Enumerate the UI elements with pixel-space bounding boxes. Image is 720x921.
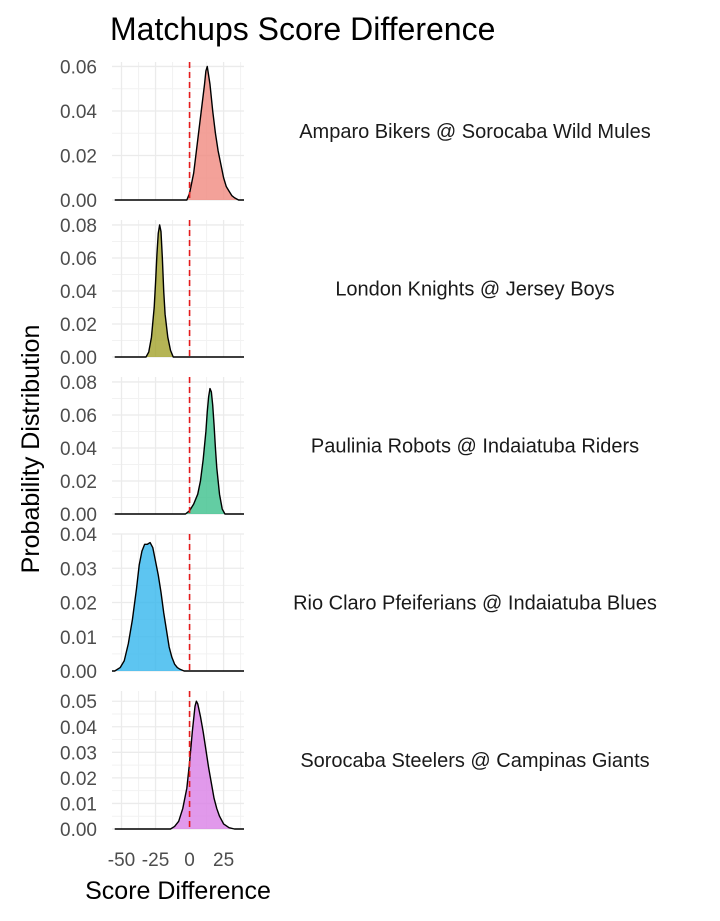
y-tick-label: 0.00: [60, 820, 97, 841]
x-tick-label: 25: [213, 850, 234, 871]
y-tick-label: 0.05: [60, 692, 97, 713]
y-tick-label: 0.06: [60, 249, 97, 270]
y-tick-label: 0.08: [60, 216, 97, 237]
y-tick-label: 0.02: [60, 315, 97, 336]
y-tick-label: 0.01: [60, 628, 97, 649]
panels: 0.00 0.02 0.04 0.06 Amparo Bikers @ Sorocaba…: [60, 57, 657, 841]
y-tick-label: 0.03: [60, 559, 97, 580]
y-tick-label: 0.04: [60, 282, 97, 303]
panel-label: London Knights @ Jersey Boys: [335, 279, 614, 301]
panel-label: Paulinia Robots @ Indaiatuba Riders: [311, 436, 639, 458]
density-area: [112, 541, 244, 672]
panel-label: Amparo Bikers @ Sorocaba Wild Mules: [299, 121, 651, 143]
y-tick-label: 0.00: [60, 662, 97, 683]
density-area: [114, 700, 244, 830]
y-tick-label: 0.02: [60, 146, 97, 167]
density-area: [114, 387, 244, 515]
y-tick-label: 0.02: [60, 594, 97, 615]
y-tick-label: 0.04: [60, 525, 97, 546]
y-tick-label: 0.06: [60, 406, 97, 427]
y-tick-label: 0.00: [60, 348, 97, 369]
y-tick-label: 0.04: [60, 102, 97, 123]
panel-4: 0.00 0.01 0.02 0.03 0.04 Rio Claro Pfeiferian…: [60, 525, 657, 683]
panel-1: 0.00 0.02 0.04 0.06 Amparo Bikers @ Sorocaba…: [60, 57, 651, 212]
y-tick-label: 0.00: [60, 191, 97, 212]
y-tick-label: 0.06: [60, 57, 97, 78]
panel-5: 0.00 0.01 0.02 0.03 0.04 0.05 Sorocaba Steeler…: [60, 691, 650, 841]
x-axis-title: Score Difference: [85, 877, 271, 905]
y-tick-label: 0.04: [60, 439, 97, 460]
y-tick-label: 0.04: [60, 718, 97, 739]
y-tick-label: 0.02: [60, 769, 97, 790]
x-tick-label: -50: [108, 850, 135, 871]
panel-label: Rio Claro Pfeiferians @ Indaiatuba Blues: [293, 593, 657, 615]
y-tick-label: 0.02: [60, 472, 97, 493]
panel-label: Sorocaba Steelers @ Campinas Giants: [300, 750, 649, 772]
panel-2: 0.00 0.02 0.04 0.06 0.08 London Knights @ Jer…: [60, 216, 615, 369]
y-tick-label: 0.08: [60, 373, 97, 394]
y-tick-label: 0.00: [60, 505, 97, 526]
chart-title: Matchups Score Difference: [110, 11, 495, 47]
x-tick-label: 0: [184, 850, 195, 871]
panel-3: 0.00 0.02 0.04 0.06 0.08 Paulinia Robots @ In…: [60, 373, 639, 526]
density-area: [114, 65, 244, 201]
x-tick-label: -25: [142, 850, 169, 871]
y-tick-label: 0.03: [60, 743, 97, 764]
y-tick-label: 0.01: [60, 794, 97, 815]
y-axis-title: Probability Distribution: [17, 325, 45, 574]
density-area: [114, 224, 244, 358]
x-axis: -50 -25 0 25: [108, 850, 234, 871]
